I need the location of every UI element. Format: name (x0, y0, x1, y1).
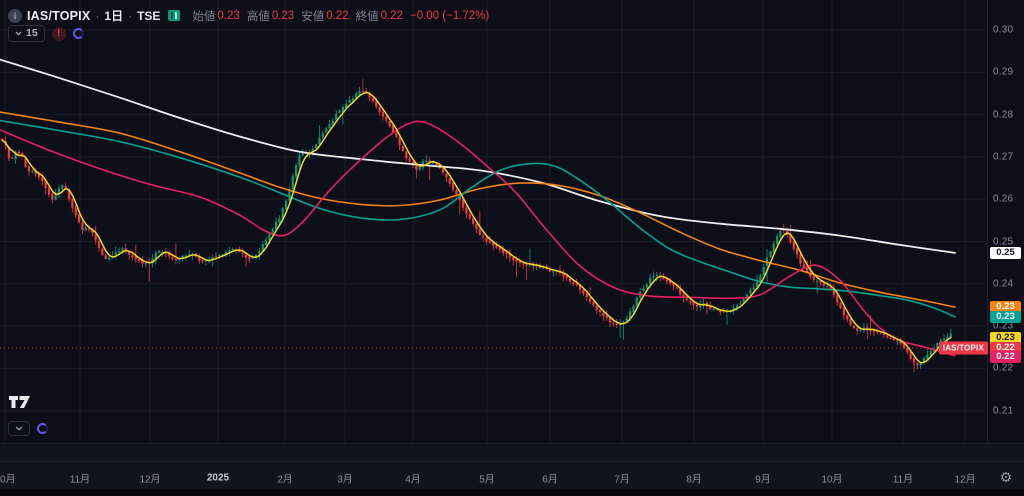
last-price-badge: 0.22 (990, 342, 1021, 355)
time-tick-label: 2025 (206, 472, 230, 484)
indicator-error-icon[interactable]: ! (51, 26, 66, 41)
chevron-down-icon (15, 426, 23, 431)
time-tick-label: 9月 (755, 474, 771, 486)
low-label: 安値 (301, 10, 325, 23)
time-tick-label: 3月 (337, 474, 353, 486)
time-tick-label: 2月 (277, 474, 293, 486)
indicator-loading-icon (72, 28, 84, 39)
price-tick-label: 0.28 (993, 109, 1014, 121)
symbol-name[interactable]: IAS/TOPIX (27, 8, 91, 23)
pane-collapse-button[interactable] (8, 421, 30, 436)
yellow-ma-price-badge: 0.23 (990, 331, 1021, 344)
price-tick-label: 0.24 (993, 278, 1014, 290)
price-tick-label: 0.25 (993, 236, 1014, 247)
orange-ma-price-badge: 0.23 (990, 301, 1021, 314)
candlestick-style-icon (168, 10, 181, 21)
price-tick-label: 0.30 (993, 24, 1014, 36)
exchange-label[interactable]: TSE (137, 8, 161, 23)
symbol-info-icon[interactable]: i (8, 8, 22, 23)
high-value: 0.23 (271, 9, 295, 22)
time-tick-label: 10月 (821, 474, 843, 486)
last-price-symbol-tag: IAS/TOPIX (938, 341, 988, 355)
time-tick-label: 11月 (892, 474, 914, 486)
time-tick-label: 11月 (69, 474, 91, 486)
time-tick-label: 6月 (542, 474, 558, 486)
tradingview-logo[interactable] (9, 395, 31, 415)
pink-ma-price-badge: 0.22 (990, 351, 1021, 364)
time-tick-label: 10月 (0, 474, 16, 486)
white-ma-price-badge: 0.25 (990, 246, 1021, 259)
interval-label[interactable]: 1日 (104, 9, 124, 23)
high-label: 高値 (246, 10, 270, 23)
price-axis[interactable]: 0.30 0.29 0.28 0.27 0.26 0.25 0.24 0.23 0.22 0.21… (988, 0, 1024, 443)
separator-dot: · (128, 8, 133, 23)
price-tick-label: 0.21 (993, 405, 1014, 417)
time-tick-label: 12月 (954, 474, 976, 486)
open-value: 0.23 (217, 9, 240, 22)
time-tick-label: 12月 (139, 474, 161, 486)
time-tick-label: 5月 (479, 474, 495, 486)
close-label: 終値 (355, 10, 379, 23)
axis-settings-gear-icon[interactable]: ⚙ (999, 469, 1013, 485)
quick-interval-button[interactable]: 15 (8, 25, 45, 42)
price-tick-label: 0.23 (993, 320, 1014, 332)
price-tick-label: 0.26 (993, 193, 1014, 205)
indicator-legend-row: 15 ! (8, 25, 84, 42)
time-tick-label: 8月 (686, 474, 702, 486)
time-tick-label: 4月 (405, 474, 421, 486)
pane-loading-icon (37, 423, 48, 434)
separator-dot: · (95, 8, 100, 23)
time-tick-label: 7月 (614, 474, 630, 486)
price-tick-label: 0.29 (993, 66, 1014, 78)
low-value: 0.22 (326, 9, 349, 22)
symbol-legend[interactable]: i IAS/TOPIX · 1日 · TSE 始値 0.23 高値 0.23 安… (8, 7, 489, 24)
teal-ma-price-badge: 0.23 (990, 310, 1021, 323)
price-tick-label: 0.22 (993, 362, 1014, 374)
open-label: 始値 (192, 10, 216, 23)
price-tick-label: 0.27 (993, 151, 1014, 163)
close-value: 0.22 (380, 9, 403, 22)
chevron-down-icon (15, 31, 22, 35)
quick-interval-value: 15 (26, 27, 38, 39)
ohlc-values: 始値 0.23 高値 0.23 安値 0.22 終値 0.22 −0.00 (−… (192, 8, 489, 24)
time-axis[interactable]: 10月 11月 12月 2025 2月 3月 4月 5月 6月 7月 8月 9月 10月 11月 12月 (0, 462, 1024, 489)
change-value: −0.00 (−1.72%) (409, 9, 490, 22)
